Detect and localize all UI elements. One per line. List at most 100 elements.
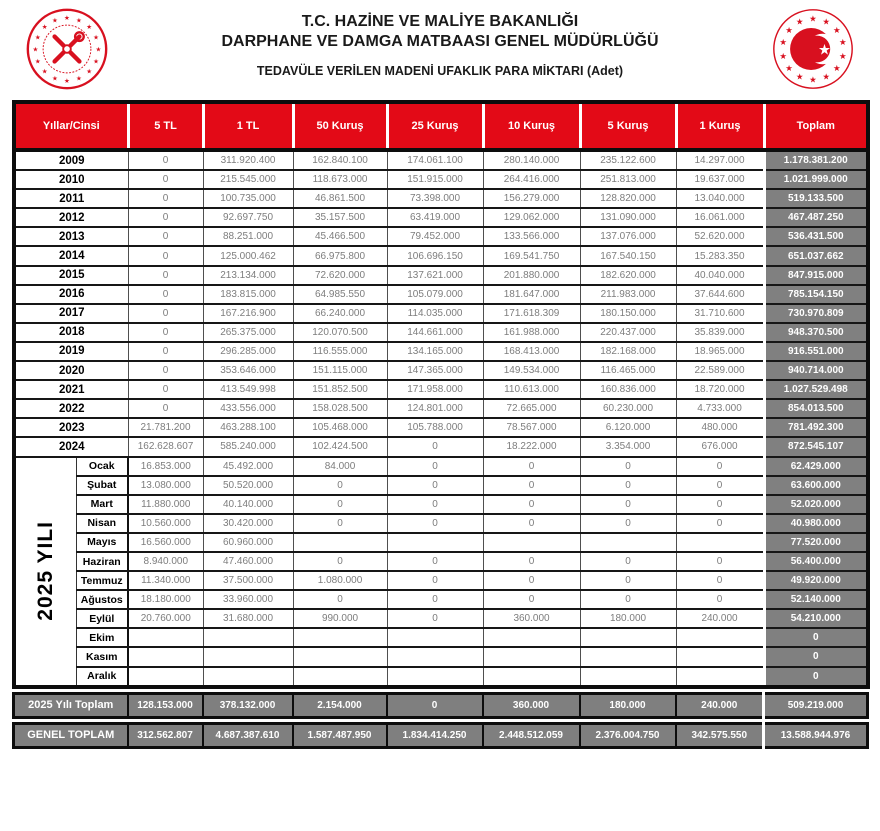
month-row: Şubat 13.080.000 50.520.000 0 0 0 0 0 63.600.000: [14, 474, 869, 496]
value-cell: 35.157.500: [292, 207, 388, 229]
value-cell: [579, 665, 677, 688]
year-row: 2017 0 167.216.900 66.240.000 114.035.000 171…: [13, 302, 869, 324]
year-label: 2020: [13, 360, 129, 382]
value-cell: 105.788.000: [386, 417, 484, 439]
year-label: 2011: [13, 188, 129, 210]
value-cell: 296.285.000: [202, 340, 294, 363]
value-cell: 213.134.000: [202, 264, 294, 286]
total-cell: 77.520.000: [762, 531, 869, 553]
month-row: Ağustos 18.180.000 33.960.000 0 0 0 0 0 52.140.0…: [14, 589, 869, 611]
year-row: 2011 0 100.735.000 46.861.500 73.398.000 156.…: [13, 188, 869, 210]
year-label: 2015: [13, 264, 129, 286]
svg-text:★: ★: [785, 63, 793, 73]
svg-text:★: ★: [818, 42, 831, 58]
svg-text:★: ★: [64, 14, 70, 22]
value-cell: 60.230.000: [579, 398, 677, 420]
value-cell: 0: [386, 589, 484, 611]
year-label: 2016: [13, 283, 129, 305]
year-label: 2023: [13, 417, 129, 439]
value-cell: 0: [127, 148, 204, 172]
value-cell: 137.076.000: [579, 226, 677, 248]
summary-label: 2025 Yılı Toplam: [12, 692, 129, 719]
column-header: Toplam: [762, 102, 870, 152]
value-cell: [292, 646, 388, 668]
hazine-ministry-seal-icon: ★ ★★★★★★★★★★★★★ ★: [773, 9, 853, 89]
value-cell: 0: [386, 550, 484, 573]
summary-value-cell: 0: [385, 692, 484, 719]
value-cell: [675, 665, 765, 688]
summary-value-cell: 240.000: [674, 692, 765, 719]
value-cell: [579, 627, 677, 649]
report-titles: T.C. HAZİNE VE MALİYE BAKANLIĞI DARPHANE…: [110, 6, 770, 78]
value-cell: 0: [127, 226, 204, 248]
value-cell: [292, 531, 388, 553]
month-row: Kasım 0: [14, 646, 869, 668]
year-label: 2009: [13, 148, 129, 172]
value-cell: 147.365.000: [386, 360, 484, 382]
month-label: Kasım: [75, 646, 130, 668]
value-cell: 0: [675, 493, 765, 515]
value-cell: 0: [127, 398, 204, 420]
svg-text:★: ★: [833, 25, 841, 35]
value-cell: [675, 646, 765, 668]
summary-label: GENEL TOPLAM: [12, 722, 129, 749]
summary-value-cell: 180.000: [578, 692, 677, 719]
value-cell: 35.839.000: [675, 321, 765, 343]
summary-row: 2025 Yılı Toplam 128.153.000 378.132.000 2.…: [12, 692, 869, 719]
svg-text:★: ★: [779, 51, 787, 61]
value-cell: 131.090.000: [579, 207, 677, 229]
value-cell: 0: [386, 474, 484, 496]
summary-value-cell: 1.587.487.950: [291, 722, 388, 749]
report-header: ★ ★ ★ ★ ★ ★ ★ ★ ★ ★ ★ ★ ★ ★ ★ ★ T.C. HAZİNE VE MALİYE B…: [0, 0, 880, 94]
value-cell: 220.437.000: [579, 321, 677, 343]
value-cell: 60.960.000: [202, 531, 294, 553]
value-cell: 105.079.000: [386, 283, 484, 305]
year-group-cell: 2025 YILI: [13, 455, 77, 688]
value-cell: 174.061.100: [386, 148, 484, 172]
svg-text:★: ★: [779, 37, 787, 47]
value-cell: 3.354.000: [579, 436, 677, 458]
value-cell: 15.283.350: [675, 245, 765, 267]
svg-text:★: ★: [833, 63, 841, 73]
value-cell: 0: [675, 570, 765, 592]
value-cell: 0: [386, 493, 484, 515]
value-cell: 168.413.000: [482, 340, 581, 363]
value-cell: 433.556.000: [202, 398, 294, 420]
value-cell: 251.813.000: [579, 169, 677, 191]
value-cell: 128.820.000: [579, 188, 677, 210]
value-cell: 120.070.500: [292, 321, 388, 343]
value-cell: 0: [482, 512, 581, 534]
value-cell: 235.122.600: [579, 148, 677, 172]
value-cell: 134.165.000: [386, 340, 484, 363]
value-cell: 64.985.550: [292, 283, 388, 305]
svg-text:★: ★: [52, 16, 58, 24]
value-cell: 20.760.000: [127, 608, 204, 630]
month-row: Ekim 0: [14, 627, 869, 649]
svg-text:★: ★: [64, 77, 70, 85]
svg-text:★: ★: [839, 37, 847, 47]
summary-value-cell: 128.153.000: [126, 692, 204, 719]
value-cell: 100.735.000: [202, 188, 294, 210]
value-cell: 0: [482, 570, 581, 592]
value-cell: 0: [127, 321, 204, 343]
month-label: Haziran: [75, 550, 130, 573]
value-cell: [292, 627, 388, 649]
total-cell: 536.431.500: [762, 226, 869, 248]
total-cell: 62.429.000: [762, 455, 869, 477]
value-cell: 84.000: [292, 455, 388, 477]
value-cell: 118.673.000: [292, 169, 388, 191]
summary-value-cell: 2.448.512.059: [481, 722, 581, 749]
total-cell: 1.021.999.000: [762, 169, 869, 191]
svg-text:★: ★: [796, 72, 804, 82]
total-cell: 1.027.529.498: [762, 379, 869, 401]
svg-text:★: ★: [32, 45, 38, 53]
value-cell: 0: [482, 493, 581, 515]
year-row: 2023 21.781.200 463.288.100 105.468.000 105.…: [13, 417, 869, 439]
value-cell: 0: [386, 608, 484, 630]
value-cell: 413.549.998: [202, 379, 294, 401]
value-cell: 990.000: [292, 608, 388, 630]
value-cell: 16.560.000: [127, 531, 204, 553]
year-row: 2016 0 183.815.000 64.985.550 105.079.000 181…: [13, 283, 869, 305]
year-row: 2024 162.628.607 585.240.000 102.424.500 0 18…: [13, 436, 869, 458]
value-cell: 137.621.000: [386, 264, 484, 286]
